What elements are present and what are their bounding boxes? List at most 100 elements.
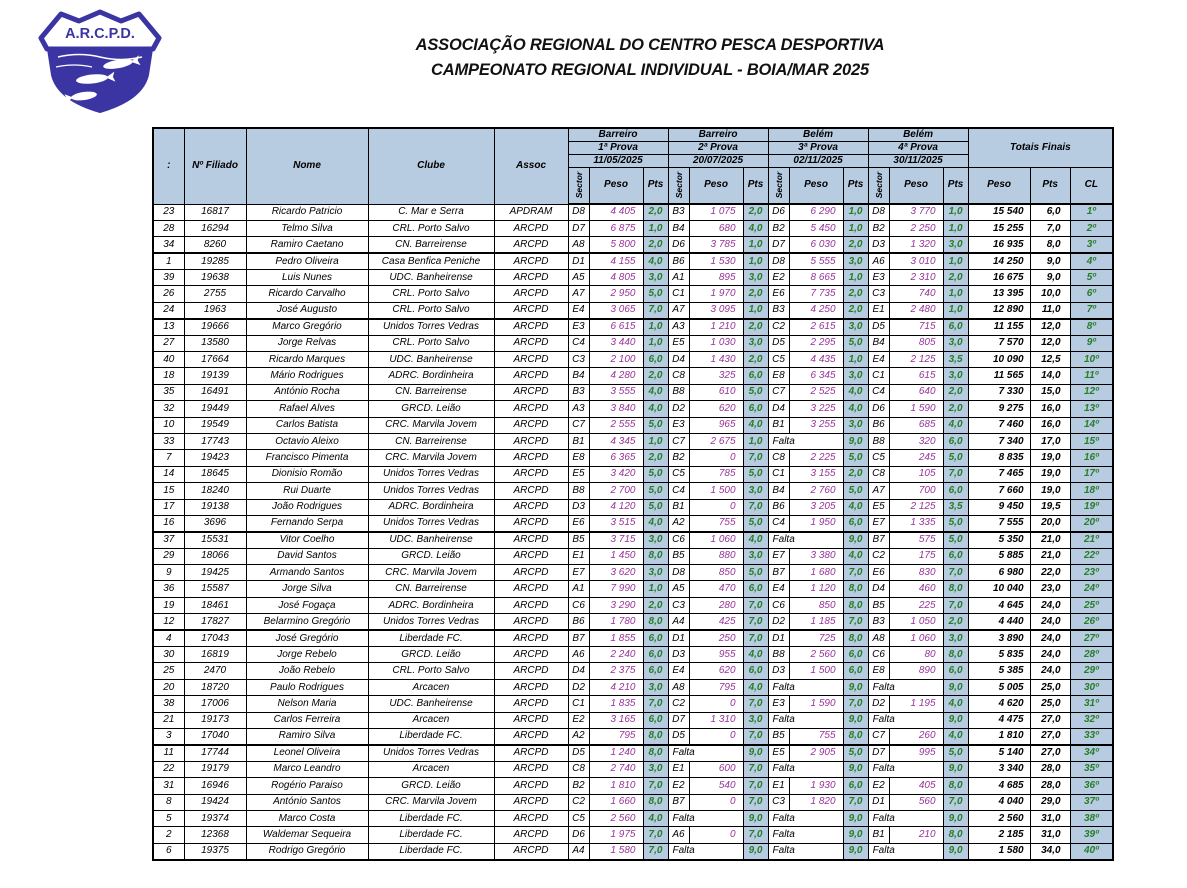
cell-pos: 33 — [152, 432, 185, 451]
cell-sector: D5 — [567, 744, 590, 762]
cell-pts: 3,0 — [642, 531, 669, 549]
cell-assoc: ARCPD — [493, 400, 569, 418]
cell-nome: Rui Duarte — [245, 482, 369, 500]
cell-pos: 10 — [152, 416, 185, 434]
cell-nome: Octavio Aleixo — [245, 432, 369, 451]
cell-sector: B6 — [767, 498, 790, 516]
cell-sector: C1 — [767, 465, 790, 484]
cell-sector: C4 — [867, 383, 890, 402]
cell-pts: 2,0 — [742, 351, 769, 369]
cell-clube: Unidos Torres Vedras — [367, 482, 495, 500]
cell-pts: 2,0 — [642, 449, 669, 467]
cell-total-pts: 28,0 — [1029, 760, 1071, 779]
cell-total-pts: 23,0 — [1029, 580, 1071, 598]
cell-falta: Falta — [867, 678, 944, 697]
cell-sector: A1 — [667, 269, 690, 287]
cell-sector: C8 — [567, 760, 590, 779]
cell-cl: 2º — [1069, 219, 1114, 238]
cell-pts: 3,0 — [742, 482, 769, 500]
prova-local-header: Belém — [867, 127, 969, 142]
cell-pts: 9,0 — [842, 842, 869, 861]
cell-pts: 2,0 — [742, 285, 769, 303]
cell-assoc: ARCPD — [493, 842, 569, 861]
cell-sector: B1 — [867, 826, 890, 844]
cell-assoc: ARCPD — [493, 760, 569, 779]
cell-total-pts: 24,0 — [1029, 596, 1071, 615]
cell-assoc: ARCPD — [493, 744, 569, 762]
cell-filiado: 19423 — [183, 449, 247, 467]
cell-sector: D2 — [567, 678, 590, 697]
cell-total-pts: 15,0 — [1029, 383, 1071, 402]
cell-sector: C3 — [567, 351, 590, 369]
cell-sector: E3 — [667, 416, 690, 434]
cell-peso: 1 810 — [588, 777, 644, 795]
cell-clube: Unidos Torres Vedras — [367, 514, 495, 533]
cell-cl: 30º — [1069, 678, 1114, 697]
cell-sector: D7 — [667, 711, 690, 730]
cell-peso: 3 715 — [588, 531, 644, 549]
cell-total-pts: 22,0 — [1029, 564, 1071, 582]
cell-peso: 3 770 — [888, 203, 944, 221]
cell-peso: 830 — [888, 564, 944, 582]
cell-peso: 2 100 — [588, 351, 644, 369]
cell-peso: 850 — [688, 564, 744, 582]
cell-pts: 8,0 — [842, 727, 869, 746]
cell-peso: 2 480 — [888, 301, 944, 320]
cell-cl: 23º — [1069, 564, 1114, 582]
col-header-sector: Sector — [767, 166, 790, 205]
cell-total-pts: 7,0 — [1029, 219, 1071, 238]
cell-pts: 2,0 — [842, 465, 869, 484]
cell-sector: B7 — [767, 564, 790, 582]
cell-filiado: 19179 — [183, 760, 247, 779]
table-body: 23 16817 Ricardo Patricio C. Mar e Serra APD… — [152, 203, 1114, 861]
cell-pos: 13 — [152, 318, 185, 336]
cell-sector: C1 — [667, 285, 690, 303]
cell-cl: 22º — [1069, 547, 1114, 566]
cell-pts: 9,0 — [842, 809, 869, 828]
cell-sector: A8 — [867, 629, 890, 648]
cell-peso: 1 680 — [788, 564, 844, 582]
cell-clube: UDC. Banheirense — [367, 269, 495, 287]
cell-peso: 1 240 — [588, 744, 644, 762]
cell-sector: E2 — [867, 777, 890, 795]
cell-pts: 9,0 — [742, 842, 769, 861]
cell-peso: 755 — [788, 727, 844, 746]
cell-pts: 1,0 — [642, 580, 669, 598]
cell-nome: Dionisio Romão — [245, 465, 369, 484]
cell-total-peso: 5 140 — [967, 744, 1031, 762]
cell-total-peso: 11 565 — [967, 367, 1031, 385]
cell-sector: D4 — [867, 580, 890, 598]
cell-sector: E1 — [667, 760, 690, 779]
cell-total-pts: 19,0 — [1029, 449, 1071, 467]
cell-pts: 3,0 — [742, 711, 769, 730]
cell-sector: D4 — [767, 400, 790, 418]
cell-total-peso: 7 555 — [967, 514, 1031, 533]
cell-peso: 2 560 — [588, 809, 644, 828]
cell-nome: Mário Rodrigues — [245, 367, 369, 385]
cell-sector: C5 — [867, 449, 890, 467]
cell-pos: 2 — [152, 826, 185, 844]
cell-pts: 5,0 — [742, 465, 769, 484]
cell-pts: 2,0 — [642, 367, 669, 385]
cell-peso: 3 840 — [588, 400, 644, 418]
cell-sector: A7 — [867, 482, 890, 500]
table-row: 13 19666 Marco Gregório Unidos Torres Vedra… — [152, 318, 1114, 336]
cell-sector: B4 — [867, 334, 890, 353]
cell-peso: 2 560 — [788, 646, 844, 664]
cell-sector: C2 — [867, 547, 890, 566]
cell-peso: 1 950 — [788, 514, 844, 533]
cell-pts: 9,0 — [742, 744, 769, 762]
cell-total-pts: 16,0 — [1029, 400, 1071, 418]
cell-pts: 8,0 — [842, 580, 869, 598]
cell-pts: 8,0 — [942, 777, 969, 795]
prova-number-header: 1ª Prova — [567, 140, 669, 155]
cell-sector: E5 — [667, 334, 690, 353]
cell-pos: 8 — [152, 793, 185, 811]
cell-cl: 7º — [1069, 301, 1114, 320]
cell-peso: 2 250 — [888, 219, 944, 238]
cell-cl: 39º — [1069, 826, 1114, 844]
cell-assoc: ARCPD — [493, 793, 569, 811]
cell-pts: 1,0 — [642, 318, 669, 336]
cell-total-pts: 19,0 — [1029, 465, 1071, 484]
cell-peso: 895 — [688, 269, 744, 287]
